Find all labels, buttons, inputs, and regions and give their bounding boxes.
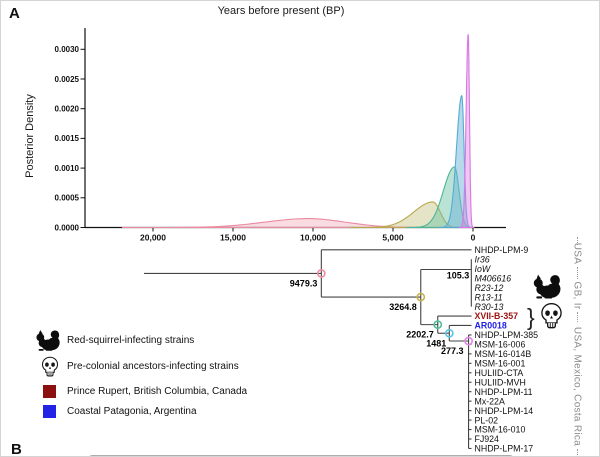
taxon-label: NHDP-LPM-11 [475, 387, 533, 397]
node-age-label: 2202.7 [406, 330, 434, 340]
taxon-label: MSM-16-014B [475, 349, 532, 359]
node-age-label: 1481 [426, 339, 446, 349]
taxon-label: MSM-16-001 [475, 359, 526, 369]
posterior-density-plot: 0.0000 0.0005 0.0010 0.0015 0.0020 0.0025 0.00… [55, 28, 506, 243]
node-age-label: 9479.3 [290, 278, 318, 288]
region-divider [577, 237, 578, 245]
y-tick-label: 0.0025 [55, 75, 80, 84]
y-tick-label: 0.0010 [55, 164, 80, 173]
region-label-gb-ir: GB, Ir [571, 281, 583, 310]
region-label-usa: USA [571, 242, 583, 265]
taxon-label: R23-12 [475, 283, 504, 293]
x-tick-label: 10,000 [300, 233, 326, 243]
region-divider [577, 267, 578, 279]
node-age-circle [444, 328, 454, 338]
node-age-circle [464, 336, 473, 346]
skull-icon [41, 356, 59, 377]
taxon-label: AR0018 [475, 321, 507, 331]
density-curve [458, 34, 475, 229]
node-age-label: 105.3 [447, 271, 470, 281]
legend-label-prince-rupert: Prince Rupert, British Columbia, Canada [67, 386, 248, 397]
panel-b-box-top [89, 455, 513, 456]
node-age-label: 277.3 [441, 346, 464, 356]
taxon-label: XVII-B-357 [475, 311, 519, 321]
density-curve [349, 201, 465, 229]
squirrel-icon [533, 274, 561, 299]
taxon-label: Mx-22A [475, 396, 505, 406]
y-tick-label: 0.0015 [55, 134, 80, 143]
taxon-label: NHDP-LPM-14 [475, 406, 534, 416]
taxon-label: HULIID-CTA [475, 368, 524, 378]
region-label-usa-mexico-costa-rica: USA, Mexico, Costa Rica [571, 326, 583, 447]
y-tick-label: 0.0000 [55, 223, 80, 232]
taxon-label: R13-11 [475, 292, 503, 302]
taxon-label: FJ924 [475, 434, 500, 444]
taxon-label: NHDP-LPM-17 [475, 444, 534, 454]
taxon-label: NHDP-LPM-9 [475, 245, 529, 255]
density-curve [438, 95, 472, 229]
taxon-label: HULIID-MVH [475, 377, 526, 387]
y-axis-label: Posterior Density [24, 94, 36, 178]
legend-label-coastal-patagonia: Coastal Patagonia, Argentina [67, 406, 197, 417]
squirrel-icon [34, 326, 61, 353]
taxon-label: NHDP-LPM-385 [475, 330, 539, 340]
taxon-label: MSM-16-010 [475, 425, 526, 435]
prince-rupert-color-chip [43, 385, 56, 398]
x-tick-label: 5,000 [382, 233, 404, 243]
coastal-patagonia-color-chip [43, 405, 56, 418]
y-tick-label: 0.0030 [55, 45, 80, 54]
taxon-label: M406616 [475, 273, 512, 283]
node-age-circle [416, 292, 426, 302]
node-age-label: 3264.8 [389, 302, 417, 312]
node-age-circle [316, 269, 326, 278]
taxon-label: Ir36 [475, 254, 490, 264]
x-tick-label: 0 [471, 233, 476, 243]
legend-label-pre-colonial: Pre-colonial ancestors-infecting strains [67, 361, 239, 372]
node-age-circle [433, 320, 443, 330]
y-tick-label: 0.0020 [55, 105, 80, 114]
clade-brace-icon: } [527, 304, 535, 330]
panel-a-label: A [9, 5, 20, 22]
x-tick-label: 15,000 [220, 233, 246, 243]
chart-title: Years before present (BP) [217, 5, 345, 17]
taxon-label: PL-02 [475, 415, 499, 425]
taxon-label: MSM-16-006 [475, 340, 526, 350]
taxon-label: IoW [475, 264, 491, 274]
taxon-label: R30-13 [475, 302, 504, 312]
skull-icon [541, 303, 562, 329]
x-tick-label: 20,000 [140, 233, 166, 243]
y-tick-label: 0.0005 [55, 194, 80, 203]
panel-b-label: B [11, 441, 22, 457]
region-divider [577, 449, 578, 456]
region-divider [577, 312, 578, 322]
legend-label-red-squirrel: Red-squirrel-infecting strains [67, 335, 195, 346]
